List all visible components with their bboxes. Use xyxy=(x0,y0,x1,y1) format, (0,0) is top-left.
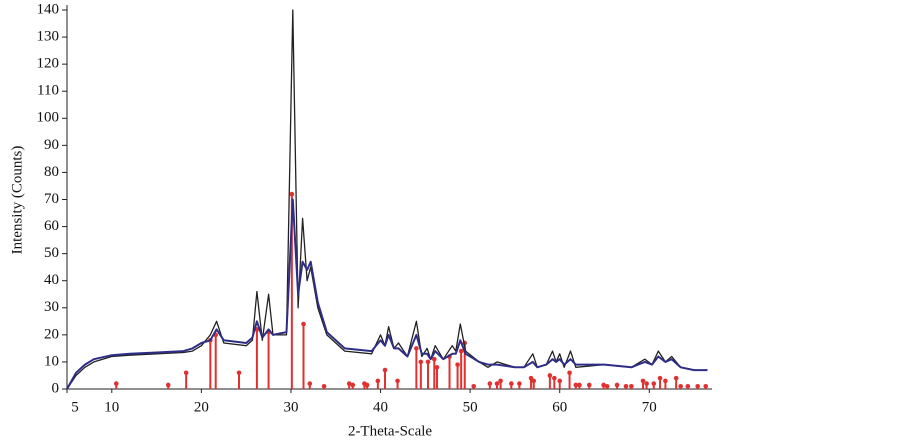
reference-dot xyxy=(577,382,582,388)
y-tick-label: 70 xyxy=(44,191,59,207)
reference-dot xyxy=(382,367,388,373)
reference-dot xyxy=(557,378,563,384)
reference-dot xyxy=(685,383,691,389)
reference-dot xyxy=(601,382,606,388)
reference-dot xyxy=(307,381,313,386)
x-tick-label: 10 xyxy=(104,399,119,415)
x-tick-label: 70 xyxy=(642,399,657,415)
reference-dot xyxy=(425,359,431,365)
x-tick-label: 60 xyxy=(552,399,567,415)
x-axis-label: 2-Theta-Scale xyxy=(348,423,432,439)
reference-dot xyxy=(651,381,657,386)
x-tick-label: 40 xyxy=(373,399,388,415)
y-tick-label: 100 xyxy=(37,110,60,126)
pattern-line xyxy=(66,9,708,390)
reference-dot xyxy=(434,365,440,370)
reference-dot xyxy=(346,381,352,386)
reference-dot xyxy=(703,383,709,389)
reference-dot xyxy=(431,356,437,362)
reference-dot xyxy=(509,381,514,386)
reference-dot xyxy=(614,382,620,388)
reference-dot xyxy=(471,383,477,389)
reference-dot xyxy=(531,378,537,384)
x-tick-label: 5 xyxy=(71,399,79,415)
reference-dot xyxy=(113,381,119,386)
reference-dot xyxy=(517,381,522,386)
reference-dot xyxy=(418,359,424,365)
reference-dot xyxy=(573,382,579,388)
reference-dot xyxy=(350,382,356,388)
reference-dot xyxy=(455,362,460,367)
reference-dot xyxy=(301,321,306,327)
y-tick-label: 10 xyxy=(44,353,59,369)
reference-dot xyxy=(487,381,493,386)
reference-dot xyxy=(165,382,171,388)
y-tick-label: 50 xyxy=(44,245,59,261)
reference-dot xyxy=(629,383,634,389)
y-axis-label: Intensity (Counts) xyxy=(9,146,25,255)
reference-dot xyxy=(644,381,649,386)
x-tick-label: 20 xyxy=(194,399,209,415)
reference-dot xyxy=(547,373,553,378)
reference-dot xyxy=(289,191,295,197)
reference-dot xyxy=(498,378,503,384)
reference-dot xyxy=(321,383,327,389)
reference-dot xyxy=(552,375,557,381)
reference-dot xyxy=(236,370,242,376)
reference-dot xyxy=(364,382,370,388)
y-tick-label: 20 xyxy=(44,326,59,342)
reference-dot xyxy=(623,383,629,389)
reference-dot xyxy=(586,382,592,388)
reference-dot xyxy=(494,381,500,386)
y-tick-label: 140 xyxy=(37,1,60,17)
reference-dot xyxy=(663,378,668,384)
reference-dot xyxy=(657,375,663,381)
y-tick-label: 0 xyxy=(52,380,60,396)
reference-dot xyxy=(375,378,381,384)
y-tick-label: 30 xyxy=(44,299,59,315)
x-tick-label: 50 xyxy=(463,399,478,415)
y-tick-label: 110 xyxy=(37,83,59,99)
y-tick-label: 80 xyxy=(44,164,59,180)
reference-dot xyxy=(183,370,189,376)
reference-dot xyxy=(414,346,419,351)
y-tick-label: 120 xyxy=(37,56,60,72)
reference-dot xyxy=(673,375,679,381)
reference-dot xyxy=(640,378,646,384)
y-tick-label: 90 xyxy=(44,137,59,153)
reference-dot xyxy=(567,370,572,376)
y-tick-label: 130 xyxy=(37,29,60,45)
reference-dot xyxy=(458,348,464,354)
reference-dot xyxy=(604,383,610,389)
reference-dot xyxy=(395,378,400,384)
reference-dot xyxy=(678,383,683,389)
x-tick-label: 30 xyxy=(283,399,298,415)
reference-dot xyxy=(695,383,700,389)
y-tick-label: 40 xyxy=(44,272,59,288)
y-tick-label: 60 xyxy=(44,218,59,234)
pattern-line xyxy=(66,198,708,390)
